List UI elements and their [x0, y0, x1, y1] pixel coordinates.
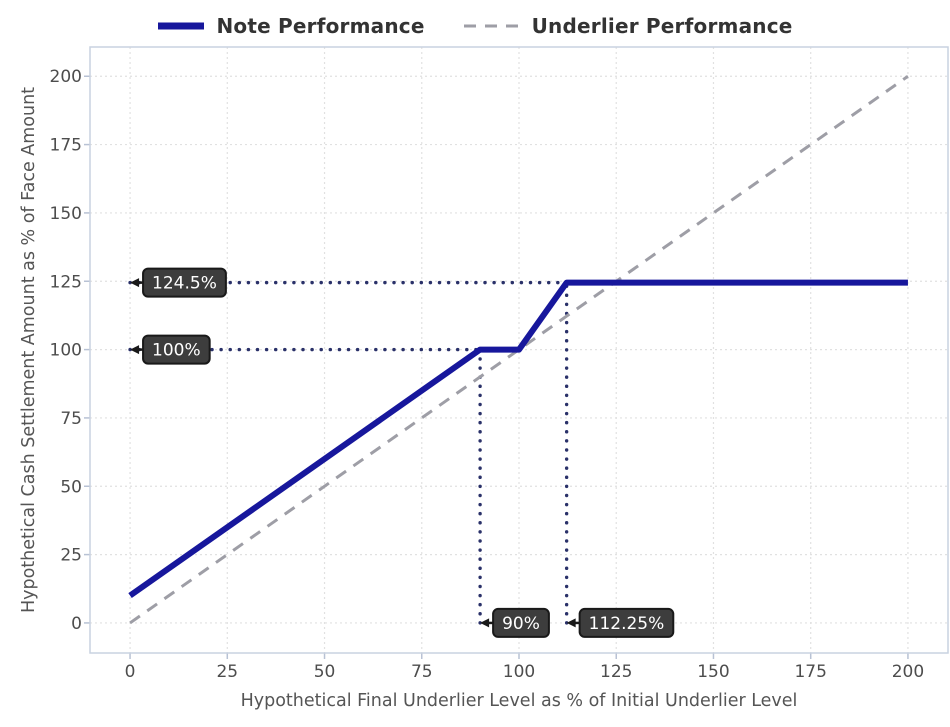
annotation-arrow-icon [130, 345, 140, 355]
legend-item-note-performance[interactable]: Note Performance [157, 14, 424, 38]
y-axis-title: Hypothetical Cash Settlement Amount as %… [19, 87, 39, 613]
annotation-124.5%: 124.5% [130, 267, 227, 298]
x-tick-label: 0 [125, 662, 136, 682]
x-tick-label: 125 [600, 662, 632, 682]
x-tick-label: 25 [216, 662, 238, 682]
y-tick-label: 75 [60, 409, 82, 429]
annotation-text: 100% [152, 341, 201, 361]
y-tick-label: 100 [50, 341, 82, 361]
annotation-90%: 90% [480, 607, 550, 638]
annotation-arrow-icon [130, 278, 140, 288]
annotation-box [578, 607, 675, 638]
chart-legend: Note Performance Underlier Performance [0, 14, 950, 38]
annotation-box [492, 607, 550, 638]
annotation-box [142, 267, 227, 298]
x-tick-label: 75 [411, 662, 433, 682]
y-tick-label: 25 [60, 546, 82, 566]
plot-border [89, 46, 949, 654]
y-tick-label: 150 [50, 204, 82, 224]
annotation-text: 124.5% [152, 274, 217, 294]
note-performance-line [128, 279, 908, 599]
annotation-box [142, 334, 211, 365]
annotation-text: 90% [502, 614, 540, 634]
annotation-text: 112.25% [589, 614, 665, 634]
underlier-performance-line [129, 75, 909, 625]
legend-item-underlier-performance[interactable]: Underlier Performance [463, 14, 793, 38]
underlier-line-swatch-icon [463, 24, 520, 28]
note-line-swatch-icon [158, 22, 205, 30]
annotation-arrow-icon [480, 618, 490, 628]
x-tick-label: 100 [503, 662, 535, 682]
x-tick-label: 50 [314, 662, 336, 682]
y-tick-label: 50 [60, 477, 82, 497]
y-tick-label: 175 [50, 136, 82, 156]
legend-label-underlier-performance: Underlier Performance [531, 14, 793, 38]
y-tick-label: 125 [50, 272, 82, 292]
y-tick-label: 200 [50, 67, 82, 87]
annotation-112.25%: 112.25% [566, 607, 675, 638]
y-tick-label: 0 [71, 614, 82, 634]
x-tick-label: 200 [892, 662, 924, 682]
x-tick-label: 175 [794, 662, 826, 682]
x-axis-title: Hypothetical Final Underlier Level as % … [241, 691, 798, 711]
legend-label-note-performance: Note Performance [216, 14, 425, 38]
annotation-arrow-icon [566, 618, 576, 628]
x-tick-label: 150 [697, 662, 729, 682]
annotation-100%: 100% [130, 334, 211, 365]
